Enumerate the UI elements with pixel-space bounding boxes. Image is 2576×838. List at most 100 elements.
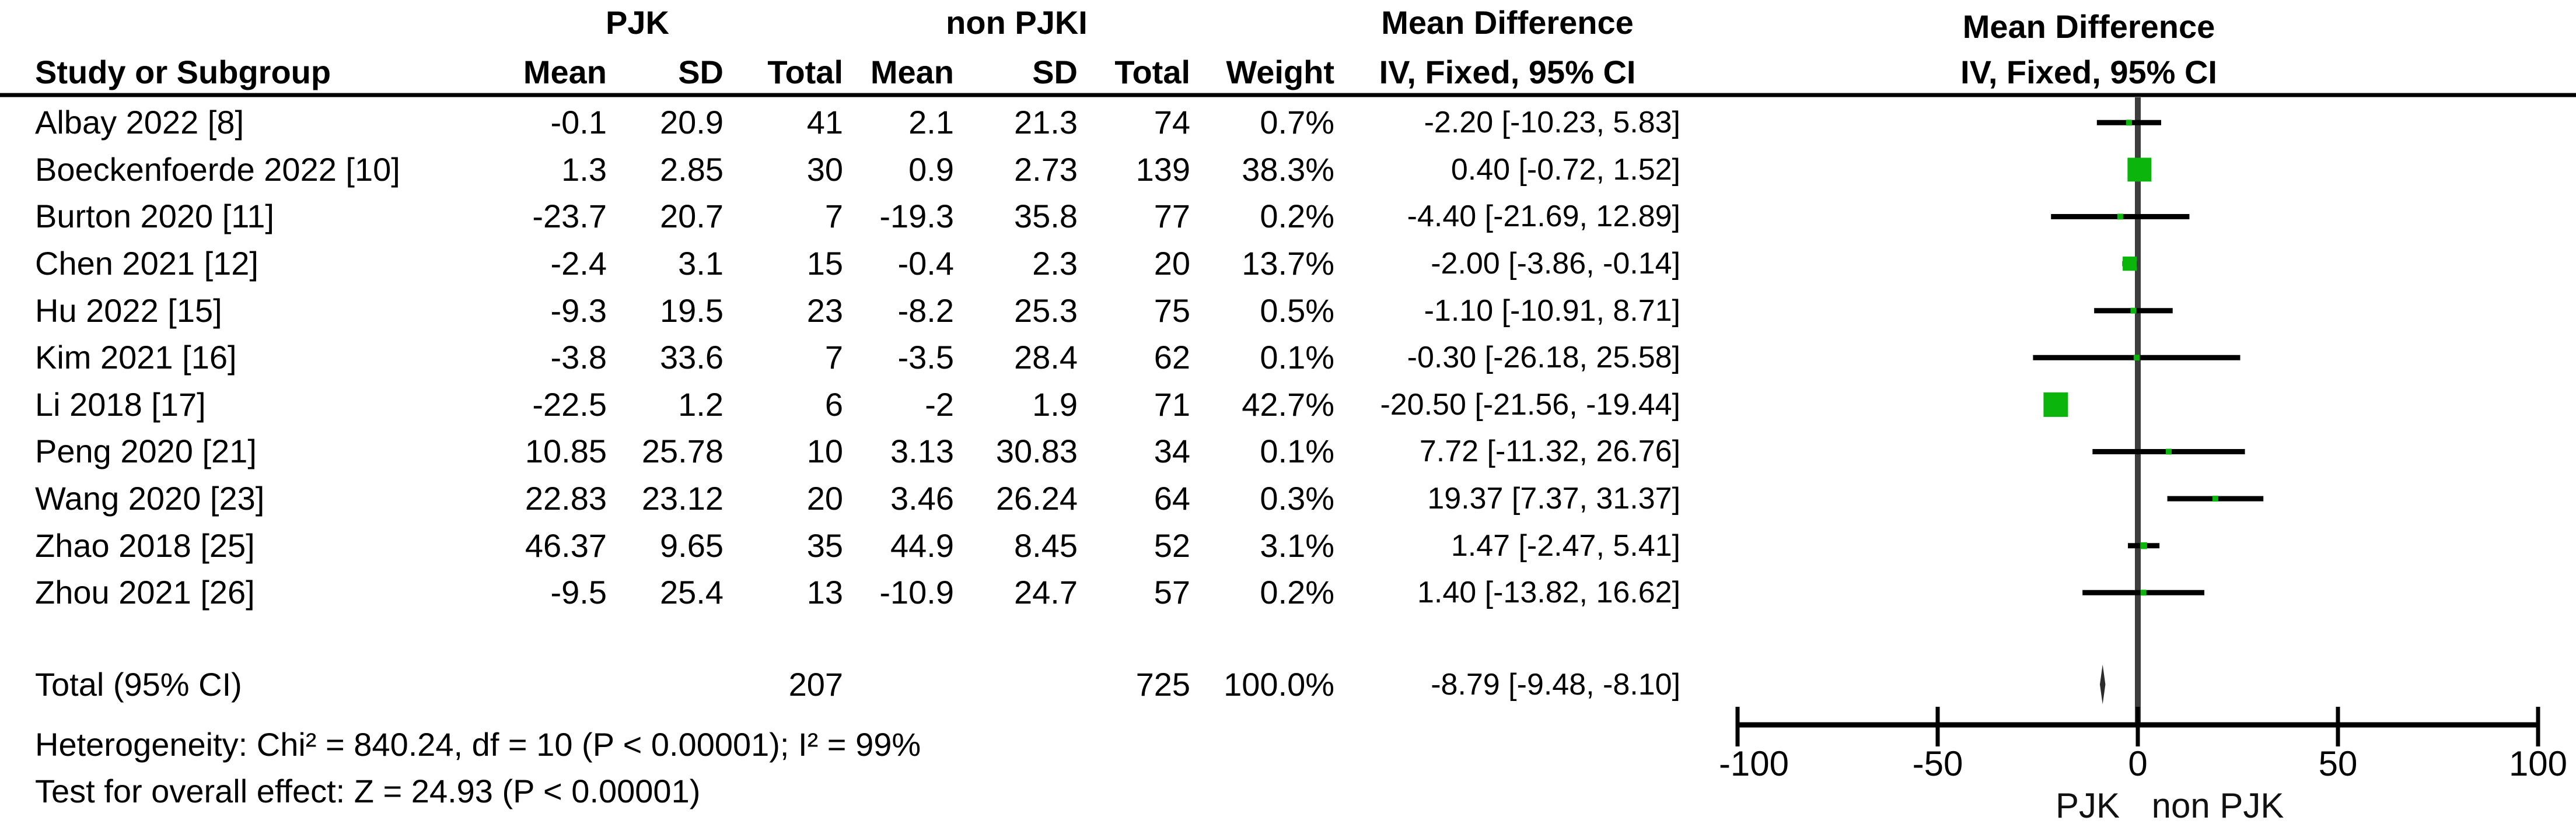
md-column-header: Mean Difference <box>1381 4 1634 41</box>
study-name-cell: Wang 2020 [23] <box>35 480 265 517</box>
nonpjk-total-cell: 34 <box>1154 433 1191 470</box>
ci-text-cell: 0.40 [-0.72, 1.52] <box>1450 152 1681 187</box>
nonpjk-sd-cell: 28.4 <box>1014 339 1078 376</box>
pjk-mean-cell: -3.8 <box>550 339 607 376</box>
pjk-total-cell: 30 <box>806 150 843 188</box>
pjk-sd-cell: 1.2 <box>678 385 723 423</box>
weight-cell: 0.3% <box>1260 480 1335 517</box>
col-weight: Weight <box>1226 54 1335 90</box>
nonpjk-total-cell: 139 <box>1135 150 1191 188</box>
weight-cell: 0.2% <box>1260 198 1335 235</box>
pjk-mean-cell: 46.37 <box>525 527 607 564</box>
nonpjk-sd-cell: 8.45 <box>1014 527 1078 564</box>
total-diamond <box>2099 664 2106 704</box>
total-weight: 100.0% <box>1224 665 1335 703</box>
pjk-sd-cell: 25.4 <box>660 574 723 611</box>
ci-text-cell: 7.72 [-11.32, 26.76] <box>1419 434 1681 469</box>
nonpjk-total-cell: 52 <box>1154 527 1191 564</box>
effect-square <box>2212 496 2218 502</box>
nonpjk-mean-cell: -10.9 <box>879 574 954 611</box>
effect-square <box>2140 542 2147 549</box>
pjk-total-cell: 23 <box>806 292 843 329</box>
effect-square <box>2126 120 2132 126</box>
col-study-or-subgroup: Study or Subgroup <box>35 54 331 90</box>
table-row: Chen 2021 [12] -2.4 3.1 15 -0.4 2.3 20 1… <box>0 240 1680 287</box>
pjk-sd-cell: 19.5 <box>660 292 723 329</box>
pjk-sd-cell: 33.6 <box>660 339 723 376</box>
nonpjk-sd-cell: 35.8 <box>1014 198 1078 235</box>
study-rows: Albay 2022 [8] -0.1 20.9 41 2.1 21.3 74 … <box>0 99 1680 616</box>
column-header-row: Study or Subgroup Mean SD Total Mean SD … <box>0 45 1680 99</box>
study-name-cell: Albay 2022 [8] <box>35 104 244 141</box>
ci-text-cell: -2.20 [-10.23, 5.83] <box>1424 106 1681 140</box>
pjk-mean-cell: -9.5 <box>550 574 607 611</box>
md-column-subheader: IV, Fixed, 95% CI <box>1379 54 1636 90</box>
col-mean-pjk: Mean <box>523 54 607 90</box>
axis-label-left: PJK <box>2056 786 2120 825</box>
weight-cell: 42.7% <box>1242 385 1335 423</box>
nonpjk-total-cell: 71 <box>1154 385 1191 423</box>
effect-square <box>2123 256 2137 271</box>
nonpjk-total-cell: 57 <box>1154 574 1191 611</box>
nonpjk-mean-cell: -8.2 <box>897 292 955 329</box>
ci-text-cell: -1.10 [-10.91, 8.71] <box>1424 293 1681 328</box>
pjk-mean-cell: -23.7 <box>532 198 607 235</box>
plot-subtitle: IV, Fixed, 95% CI <box>1960 54 2217 90</box>
pjk-mean-cell: -2.4 <box>550 245 607 282</box>
study-name-cell: Zhao 2018 [25] <box>35 527 255 564</box>
ci-text-cell: 1.40 [-13.82, 16.62] <box>1417 576 1681 610</box>
pjk-sd-cell: 9.65 <box>660 527 723 564</box>
pjk-sd-cell: 2.85 <box>660 150 723 188</box>
nonpjk-total-cell: 77 <box>1154 198 1191 235</box>
nonpjk-sd-cell: 21.3 <box>1014 104 1078 141</box>
axis-tick-label: -50 <box>1913 744 1963 783</box>
pjk-total-cell: 20 <box>806 480 843 517</box>
weight-cell: 0.2% <box>1260 574 1335 611</box>
table-row: Zhao 2018 [25] 46.37 9.65 35 44.9 8.45 5… <box>0 522 1680 569</box>
study-name-cell: Boeckenfoerde 2022 [10] <box>35 150 400 188</box>
nonpjk-mean-cell: -19.3 <box>879 198 954 235</box>
nonpjk-sd-cell: 2.73 <box>1014 150 1078 188</box>
nonpjk-total-cell: 64 <box>1154 480 1191 517</box>
pjk-sd-cell: 25.78 <box>641 433 723 470</box>
overall-effect-text: Test for overall effect: Z = 24.93 (P < … <box>35 773 701 809</box>
col-mean-nonpjk: Mean <box>870 54 954 90</box>
nonpjk-sd-cell: 26.24 <box>995 480 1078 517</box>
nonpjk-sd-cell: 30.83 <box>995 433 1078 470</box>
nonpjk-sd-cell: 24.7 <box>1014 574 1078 611</box>
effect-square <box>2117 213 2123 220</box>
col-total-pjk: Total <box>767 54 843 90</box>
ci-text-cell: -0.30 [-26.18, 25.58] <box>1407 341 1681 375</box>
study-name-cell: Kim 2021 [16] <box>35 339 237 376</box>
table-row: Wang 2020 [23] 22.83 23.12 20 3.46 26.24… <box>0 475 1680 523</box>
weight-cell: 0.1% <box>1260 339 1335 376</box>
nonpjk-mean-cell: -0.4 <box>897 245 955 282</box>
ci-text-cell: -4.40 [-21.69, 12.89] <box>1407 199 1681 234</box>
study-name-cell: Chen 2021 [12] <box>35 245 258 282</box>
axis-tick-label: 50 <box>2319 744 2358 783</box>
col-sd-nonpjk: SD <box>1032 54 1078 90</box>
pjk-total-cell: 35 <box>806 527 843 564</box>
weight-cell: 13.7% <box>1242 245 1335 282</box>
pjk-total-cell: 41 <box>806 104 843 141</box>
nonpjk-mean-cell: 44.9 <box>890 527 954 564</box>
total-row: Total (95% CI) 207 725 100.0% -8.79 [-9.… <box>0 661 1680 708</box>
nonpjk-mean-cell: 3.46 <box>890 480 954 517</box>
total-nonpjk-n: 725 <box>1135 665 1191 703</box>
effect-square <box>2140 590 2147 596</box>
pjk-sd-cell: 20.7 <box>660 198 723 235</box>
ci-text-cell: 19.37 [7.37, 31.37] <box>1427 482 1681 516</box>
plot-title: Mean Difference <box>1962 8 2215 45</box>
pjk-sd-cell: 20.9 <box>660 104 723 141</box>
nonpjk-mean-cell: 0.9 <box>908 150 954 188</box>
effect-square <box>2127 157 2152 182</box>
table-row: Kim 2021 [16] -3.8 33.6 7 -3.5 28.4 62 0… <box>0 334 1680 381</box>
table-row: Albay 2022 [8] -0.1 20.9 41 2.1 21.3 74 … <box>0 99 1680 146</box>
table-row: Peng 2020 [21] 10.85 25.78 10 3.13 30.83… <box>0 428 1680 475</box>
group-header-non-pjk: non PJKI <box>946 4 1088 41</box>
effect-square <box>2165 448 2172 455</box>
axis-tick-label: -100 <box>1719 744 1789 783</box>
weight-cell: 38.3% <box>1242 150 1335 188</box>
col-total-nonpjk: Total <box>1114 54 1191 90</box>
